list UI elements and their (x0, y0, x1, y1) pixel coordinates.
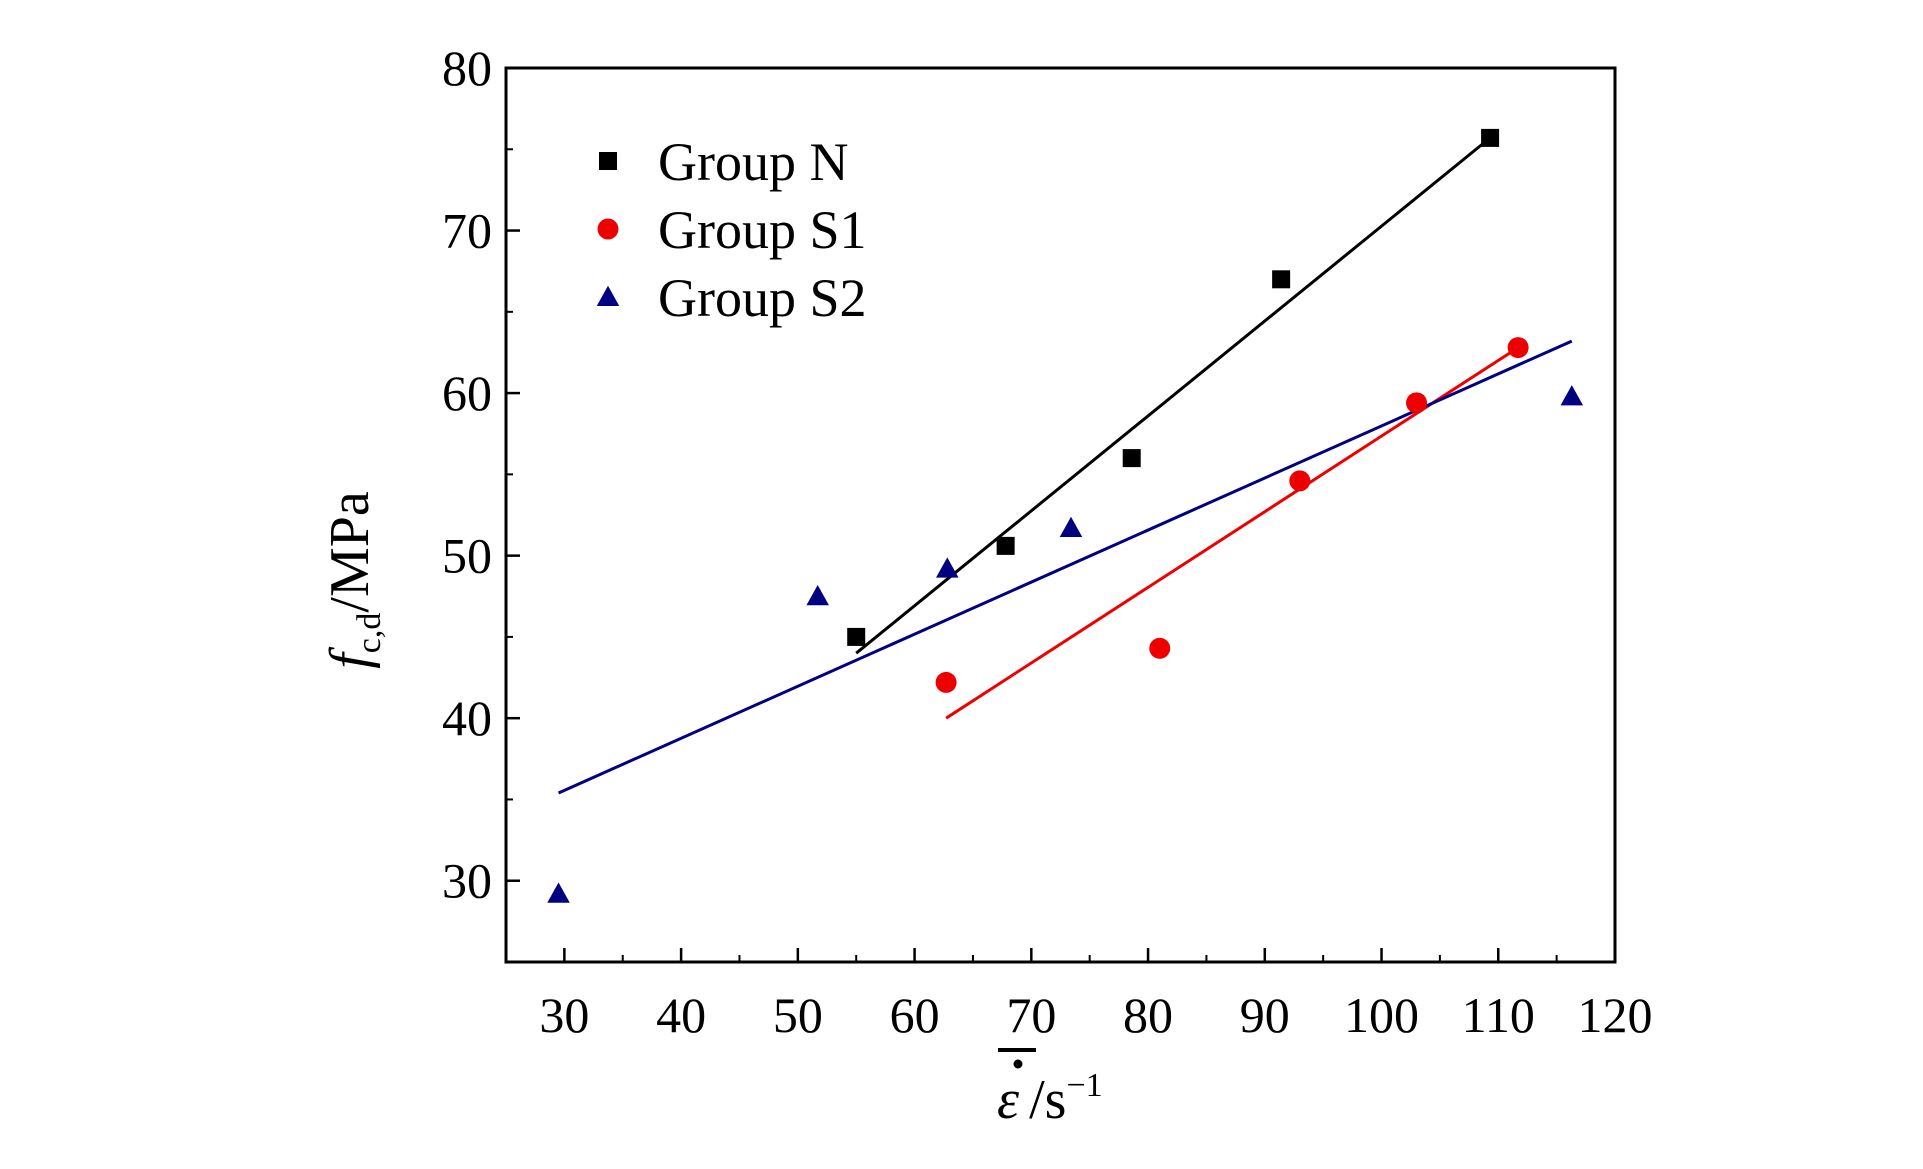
x-tick-label: 80 (1123, 987, 1173, 1043)
x-tick-label: 120 (1578, 987, 1653, 1043)
legend-marker (597, 218, 619, 240)
x-tick-label: 90 (1240, 987, 1290, 1043)
data-markers (547, 128, 1584, 903)
x-axis-ticks: 30 40 50 60 70 80 90 100 110 120 (539, 948, 1653, 1043)
legend-marker (596, 285, 620, 306)
legend: Group N Group S1 Group S2 (596, 132, 867, 328)
data-point (996, 536, 1015, 555)
y-tick-label: 40 (442, 690, 492, 746)
data-point (1059, 516, 1083, 538)
svg-text:ε/s−1: ε/s−1 (997, 1067, 1103, 1131)
y-axis-unit: /MPa (319, 491, 381, 612)
data-point (1289, 470, 1311, 492)
data-point (936, 557, 959, 578)
y-tick-label: 70 (442, 203, 492, 259)
data-point (1560, 385, 1584, 406)
legend-label: Group S1 (658, 200, 867, 260)
data-point (1507, 337, 1529, 359)
y-tick-label: 50 (442, 528, 492, 584)
x-axis-symbol: ε (997, 1069, 1020, 1131)
data-point (1481, 128, 1500, 147)
data-point (847, 627, 866, 646)
x-tick-label: 100 (1344, 987, 1419, 1043)
x-tick-label: 30 (539, 987, 589, 1043)
data-point (1149, 637, 1171, 659)
data-point (935, 671, 957, 693)
fit-line (557, 339, 1573, 795)
x-tick-label: 50 (773, 987, 823, 1043)
legend-label: Group N (658, 132, 848, 192)
x-tick-label: 110 (1462, 987, 1535, 1043)
data-point (1122, 449, 1141, 468)
x-tick-label: 40 (656, 987, 706, 1043)
plot-area-border (504, 66, 1617, 964)
fit-line (855, 136, 1492, 655)
svg-text:fc,d/MPa: fc,d/MPa (319, 491, 388, 669)
y-tick-label: 60 (442, 365, 492, 421)
x-axis-unit-exponent: −1 (1066, 1067, 1102, 1104)
data-point (547, 882, 570, 903)
legend-label: Group S2 (658, 268, 867, 328)
x-axis-unit: /s (1029, 1069, 1066, 1131)
y-tick-label: 80 (442, 40, 492, 96)
x-axis-label: ε/s−1 (997, 1048, 1103, 1131)
y-axis-subscript: c,d (351, 613, 388, 654)
x-tick-label: 60 (890, 987, 940, 1043)
legend-marker (599, 152, 617, 170)
data-point (1272, 270, 1291, 289)
y-axis-ticks: 30 40 50 60 70 80 (442, 40, 520, 909)
x-axis-dot (1013, 1059, 1023, 1069)
y-tick-label: 30 (442, 853, 492, 909)
y-axis-label: fc,d/MPa (319, 491, 388, 669)
data-point (1406, 392, 1428, 414)
plot-frame (504, 66, 1617, 964)
x-tick-label: 70 (1006, 987, 1056, 1043)
data-point (806, 585, 829, 606)
